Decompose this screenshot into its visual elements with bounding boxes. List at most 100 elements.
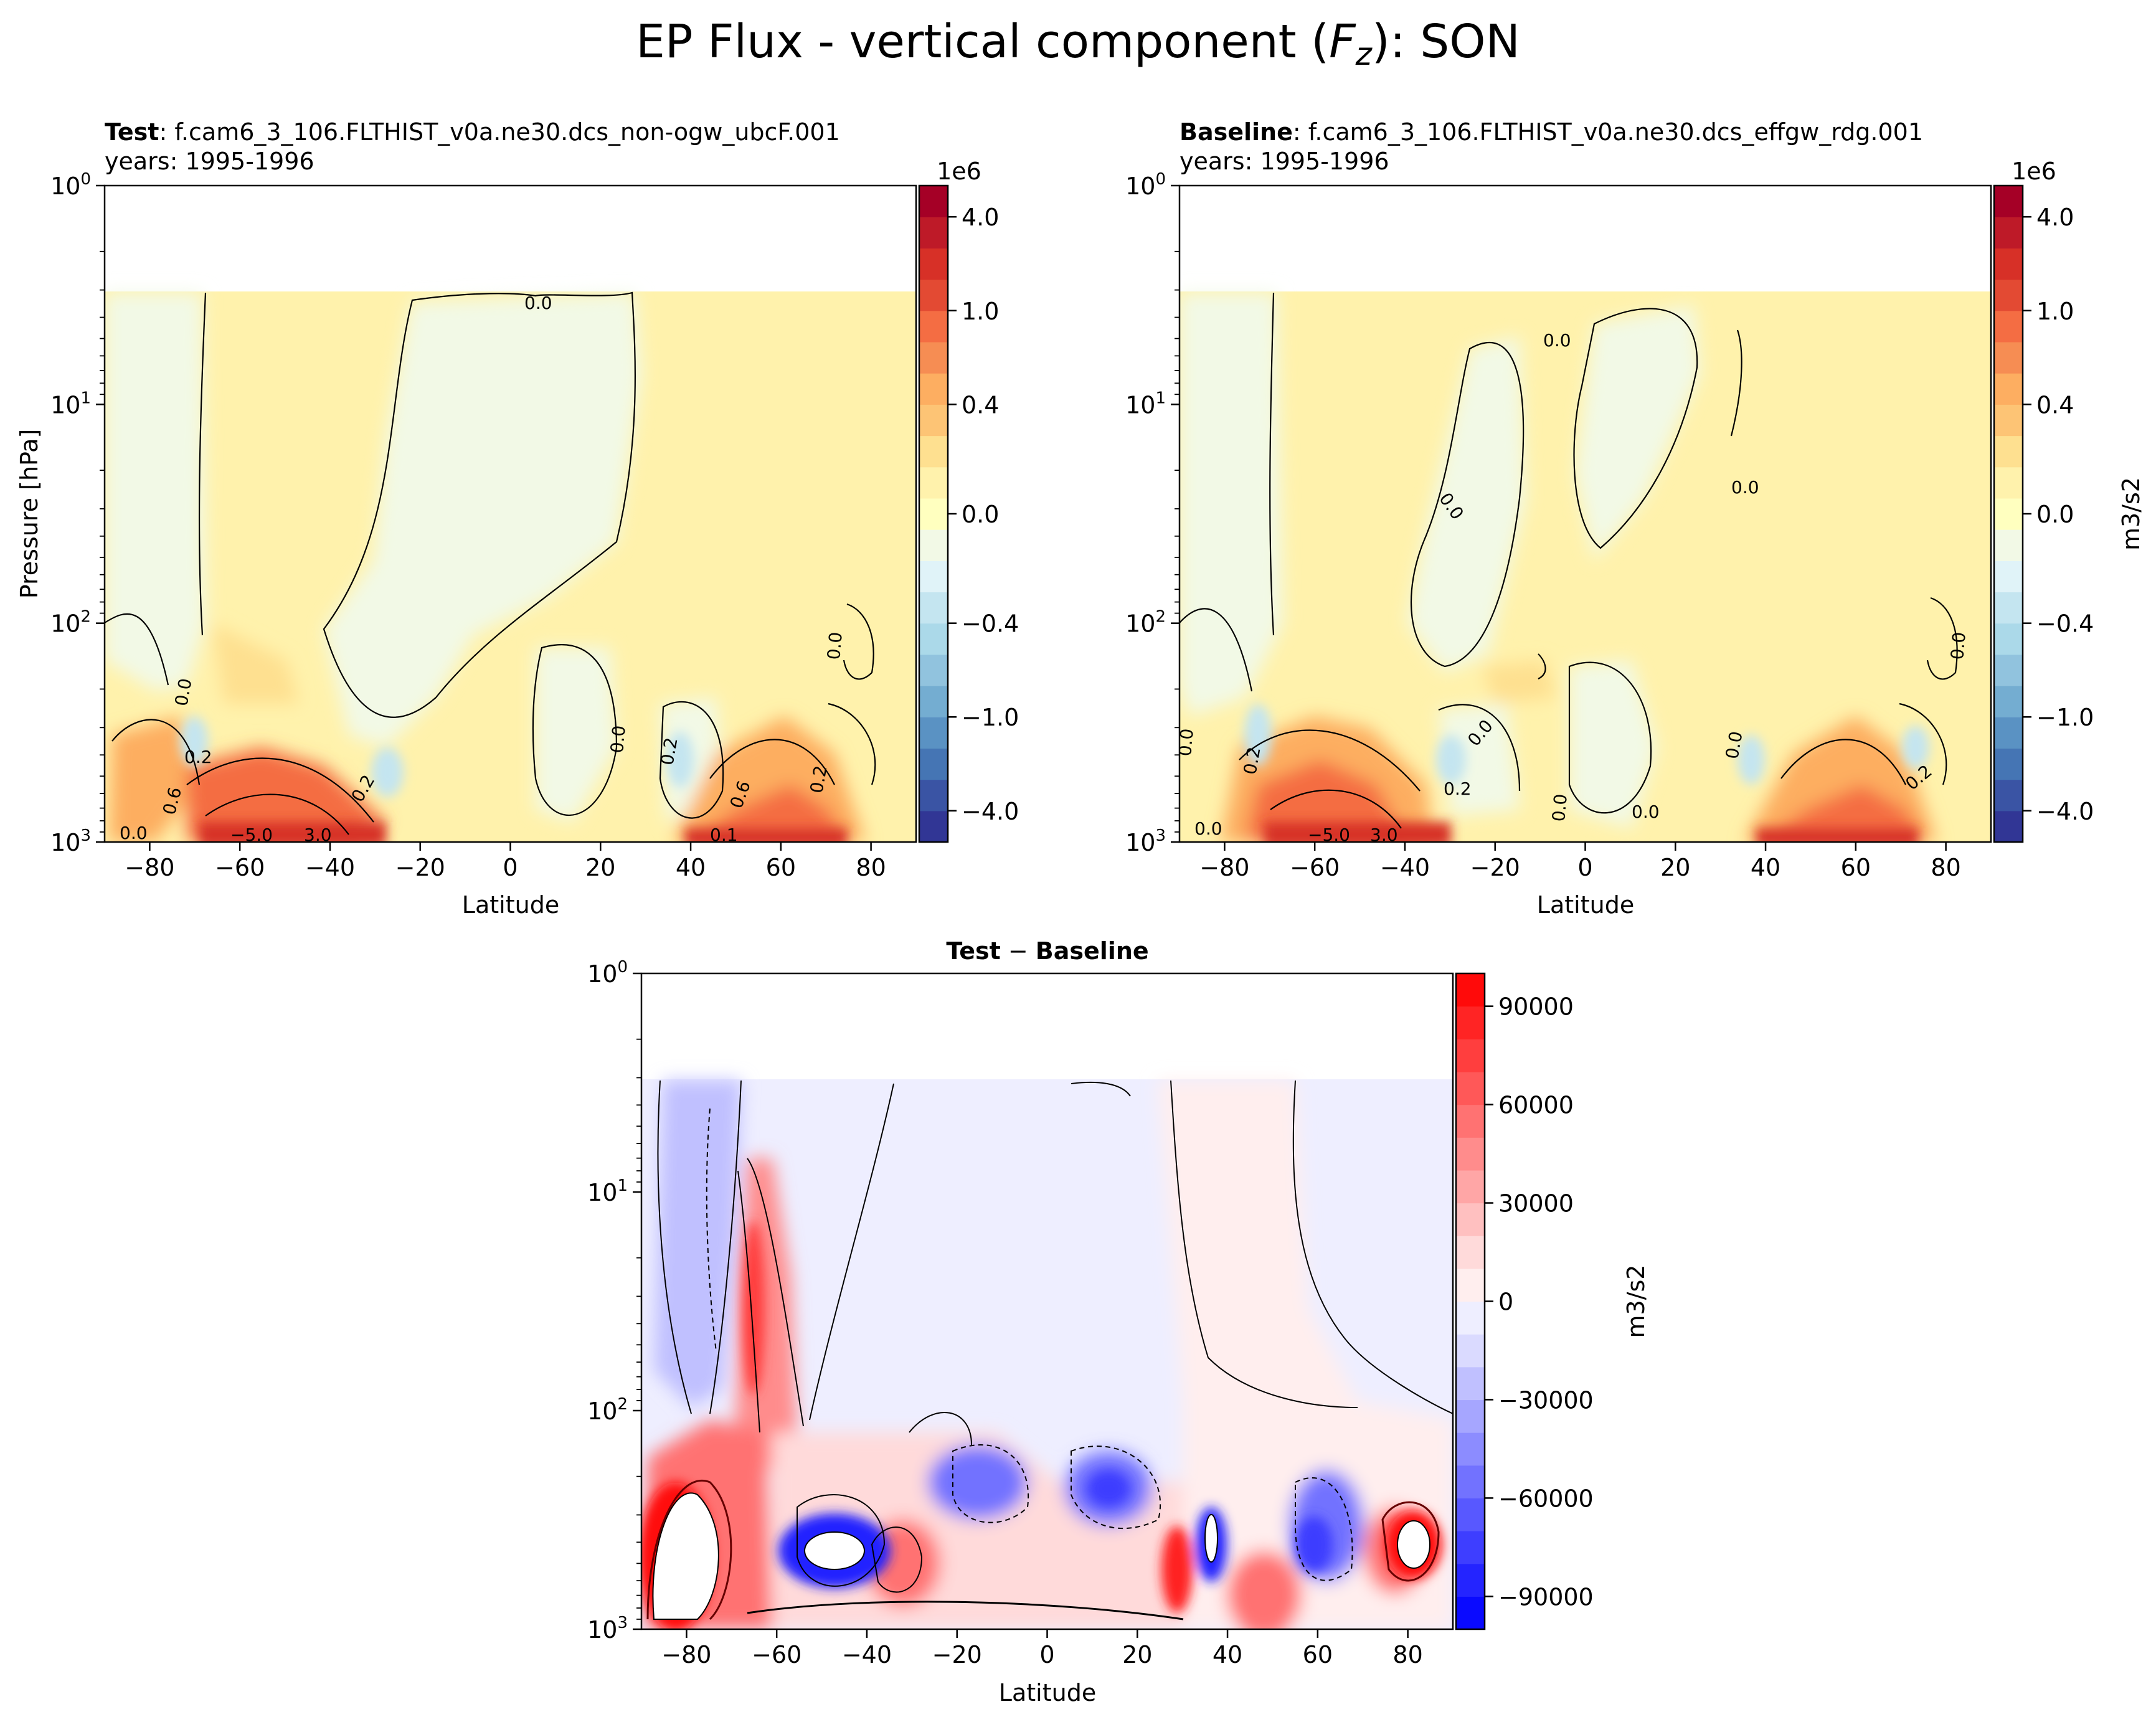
colorbar-unit-label: m3/s2 (1622, 1265, 1650, 1338)
x-tick-label: −60 (1290, 854, 1340, 881)
x-tick-label: −40 (842, 1641, 892, 1668)
colorbar-tick-label: −0.4 (962, 610, 1019, 638)
test-contour-label: 3.0 (304, 825, 332, 845)
colorbar-segment (1994, 373, 2023, 405)
colorbar-tick-label: −4.0 (962, 798, 1019, 825)
baseline-contour-label: 0.0 (1194, 818, 1222, 839)
x-tick-label: 0 (503, 854, 518, 881)
x-tick-label: 20 (1122, 1641, 1152, 1668)
colorbar-tick-label: 0.4 (2036, 391, 2074, 419)
baseline-y-axis: 100 101 102 103 (1125, 170, 1180, 856)
x-tick-label: 40 (1213, 1641, 1242, 1668)
test-region-near-zero-sh (105, 293, 206, 691)
colorbar-tick-label: 0 (1498, 1289, 1513, 1316)
baseline-contour-label: 0.0 (1543, 330, 1571, 351)
x-tick-label: 60 (1841, 854, 1871, 881)
colorbar-segment (919, 310, 948, 343)
colorbar-segment (1456, 1531, 1485, 1564)
test-colorbar: 4.0 1.0 0.4 0.0 −0.4 −1.0 −4.0 1e6 (918, 158, 1019, 843)
difference-out-of-range-negative-sh (804, 1531, 865, 1570)
test-contour-label: 0.1 (710, 825, 738, 845)
baseline-title-rest: : f.cam6_3_106.FLTHIST_v0a.ne30.dcs_effg… (1293, 118, 1923, 146)
test-region-weak-positive (212, 623, 299, 704)
colorbar-segment (1994, 686, 2023, 717)
test-panel: Test: f.cam6_3_106.FLTHIST_v0a.ne30.dcs_… (16, 118, 1019, 919)
colorbar-segment (1994, 748, 2023, 780)
colorbar-segment (1994, 279, 2023, 311)
baseline-panel-title: Baseline: f.cam6_3_106.FLTHIST_v0a.ne30.… (1180, 118, 1923, 146)
test-region-negative-c (666, 732, 694, 788)
baseline-region-near-zero-upper-a (1407, 336, 1526, 673)
colorbar-segment (919, 373, 948, 405)
colorbar-segment (1456, 1071, 1485, 1105)
colorbar-segment (919, 686, 948, 717)
difference-out-of-range (652, 1492, 1430, 1620)
x-tick-label: −80 (125, 854, 174, 881)
x-tick-label: −60 (215, 854, 265, 881)
colorbar-segment (1994, 810, 2023, 843)
test-contour-label: 0.0 (120, 823, 148, 843)
colorbar-segment (1456, 1039, 1485, 1072)
colorbar-tick-label: −60000 (1498, 1485, 1594, 1512)
y-tick-label: 102 (50, 608, 91, 638)
baseline-region-positive-nh-core (1762, 785, 1924, 842)
test-contour-label: 0.0 (524, 293, 552, 313)
difference-panel: Test − Baseline (587, 937, 1650, 1706)
colorbar-segment (1994, 404, 2023, 437)
figure-title-var: F (1329, 15, 1356, 69)
y-tick-label: 103 (1125, 826, 1166, 856)
x-tick-label: 60 (766, 854, 796, 881)
colorbar-segment (1994, 529, 2023, 561)
colorbar-tick-label: 4.0 (962, 204, 999, 231)
test-x-axis-label: Latitude (462, 891, 559, 919)
y-tick-label: 100 (587, 958, 628, 988)
colorbar-segment (1994, 779, 2023, 811)
test-no-data-region (105, 186, 916, 291)
baseline-region-negative-b (1436, 735, 1466, 785)
colorbar-segment (919, 623, 948, 655)
test-region-positive-sh (109, 716, 199, 842)
baseline-region-near-zero-mid (1569, 660, 1657, 828)
x-tick-label: 80 (856, 854, 886, 881)
colorbar-tick-label: −1.0 (2036, 704, 2094, 731)
difference-colorbar: 90000 60000 30000 0 −30000 −60000 −90000 m3/s2 (1455, 972, 1650, 1630)
colorbar-segment (1994, 623, 2023, 655)
colorbar-segment (1994, 341, 2023, 374)
y-tick-label: 102 (1125, 608, 1166, 638)
baseline-region-negative-a (1244, 704, 1272, 766)
difference-region-negative-a (928, 1445, 1028, 1520)
y-tick-label: 100 (50, 170, 91, 200)
baseline-contour-label: 0.0 (1175, 727, 1198, 757)
baseline-panel: Baseline: f.cam6_3_106.FLTHIST_v0a.ne30.… (1125, 118, 2145, 919)
y-tick-label: 103 (587, 1614, 628, 1644)
y-tick-label: 101 (50, 389, 91, 419)
colorbar-segment (919, 529, 948, 561)
x-tick-label: 40 (1751, 854, 1780, 881)
test-title-rest: : f.cam6_3_106.FLTHIST_v0a.ne30.dcs_non-… (159, 118, 839, 146)
baseline-contour-label: 0.0 (1632, 802, 1660, 822)
baseline-no-data-region (1180, 186, 1991, 291)
baseline-title-bold: Baseline (1180, 118, 1293, 146)
colorbar-tick-label: 30000 (1498, 1190, 1574, 1218)
baseline-contours (1180, 292, 1958, 829)
colorbar-segment (919, 279, 948, 311)
baseline-region-strong-positive-nh (1756, 828, 1918, 842)
difference-out-of-range-positive-nh (1397, 1520, 1430, 1569)
test-contour-label: 0.0 (171, 677, 196, 708)
y-tick-label: 103 (50, 826, 91, 856)
baseline-contour-label: 0.0 (1731, 477, 1759, 498)
colorbar-segment (1456, 973, 1485, 1007)
colorbar-segment (1994, 466, 2023, 499)
colorbar-segment (1456, 1563, 1485, 1597)
test-region-near-zero-mid (536, 648, 617, 822)
colorbar-segment (1994, 592, 2023, 624)
baseline-contour-label: 0.0 (1947, 631, 1970, 660)
colorbar-segment (1456, 1465, 1485, 1498)
colorbar-segment (1456, 1104, 1485, 1138)
colorbar-segment (1456, 1268, 1485, 1302)
figure-title: EP Flux - vertical component (Fz): SON (636, 15, 1520, 72)
difference-x-axis: −80 −60 −40 −20 0 20 40 60 80 (661, 1629, 1423, 1668)
baseline-region-strong-positive-sh (1264, 822, 1451, 842)
test-x-axis: −80 −60 −40 −20 0 20 40 60 80 (125, 842, 886, 881)
